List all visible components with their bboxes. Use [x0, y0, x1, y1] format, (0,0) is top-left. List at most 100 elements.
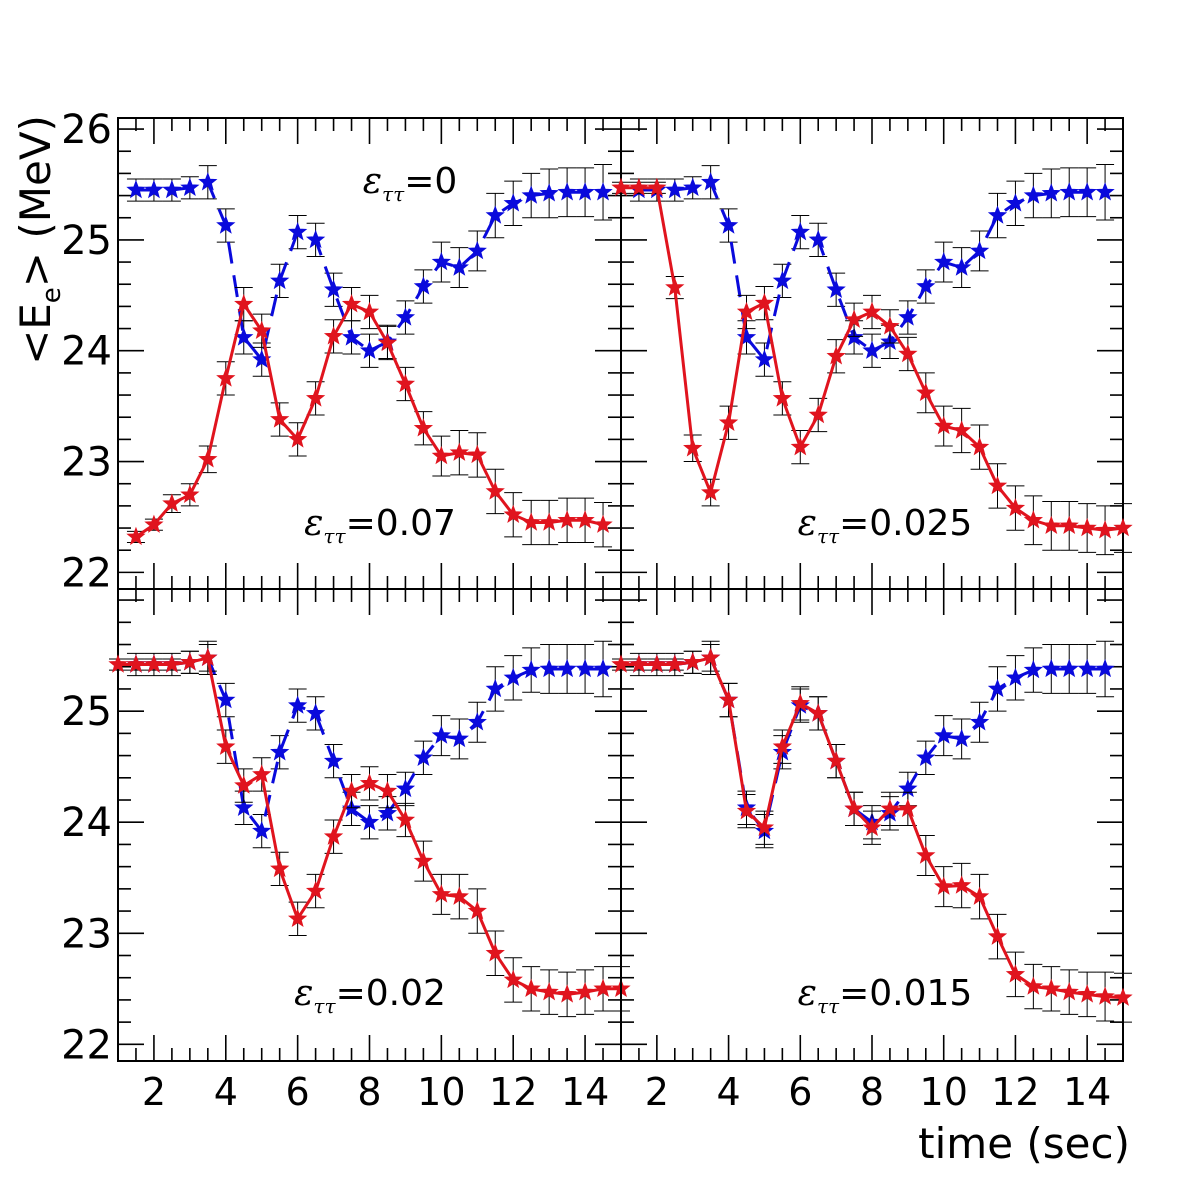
annotation-epsilon: ε	[294, 973, 313, 1014]
annotation-subscript: ττ	[323, 524, 346, 548]
star-marker-red	[323, 326, 344, 345]
star-marker-red	[1023, 510, 1044, 529]
star-marker-red	[718, 412, 739, 431]
annotation-value: =0.015	[839, 973, 972, 1014]
star-marker-red	[377, 780, 398, 800]
star-marker-blue	[252, 820, 272, 840]
star-marker-blue	[288, 222, 308, 241]
star-marker-blue	[593, 182, 613, 201]
star-marker-blue	[1077, 658, 1097, 678]
star-marker-blue	[593, 658, 613, 678]
star-marker-blue	[539, 658, 559, 678]
panel-annotation: εττ=0	[363, 161, 458, 206]
star-marker-red	[1113, 517, 1133, 537]
star-marker-blue	[952, 257, 972, 276]
star-marker-red	[1095, 986, 1115, 1005]
y-tick-label: 23	[61, 911, 112, 957]
star-marker-blue	[1095, 658, 1115, 678]
star-marker-blue	[377, 803, 398, 822]
y-tick-label: 26	[61, 107, 112, 153]
x-tick-label: 4	[716, 1070, 740, 1114]
y-tick-label: 22	[61, 550, 112, 596]
star-marker-red	[449, 886, 469, 905]
series-red	[611, 644, 1133, 1023]
star-marker-blue	[826, 279, 846, 298]
star-marker-red	[1077, 517, 1097, 537]
star-marker-red	[341, 294, 362, 313]
star-marker-red	[557, 510, 577, 529]
star-marker-red	[1041, 515, 1061, 535]
star-marker-blue	[808, 229, 828, 249]
star-marker-red	[1095, 520, 1115, 539]
star-marker-red	[180, 652, 200, 671]
star-marker-blue	[431, 251, 452, 271]
star-marker-red	[395, 373, 416, 393]
star-marker-blue	[916, 276, 936, 295]
star-marker-blue	[288, 695, 308, 714]
star-marker-blue	[467, 240, 487, 260]
star-marker-red	[629, 654, 649, 673]
star-marker-blue	[341, 327, 362, 346]
star-marker-blue	[736, 327, 757, 346]
x-tick-label: 6	[286, 1070, 310, 1114]
star-marker-red	[862, 301, 882, 321]
star-marker-red	[611, 654, 631, 673]
svg-text:<Ee> (MeV): <Ee> (MeV)	[11, 115, 67, 365]
star-marker-blue	[216, 215, 236, 234]
star-marker-red	[754, 292, 775, 312]
star-marker-blue	[305, 229, 326, 249]
star-marker-red	[467, 900, 487, 920]
star-marker-blue	[270, 270, 290, 290]
x-tick-label: 8	[357, 1070, 381, 1114]
annotation-value: =0.02	[336, 973, 446, 1014]
star-marker-red	[359, 301, 380, 321]
star-marker-red	[449, 442, 469, 461]
series-line-blue	[136, 180, 603, 363]
star-marker-red	[539, 982, 559, 1001]
star-marker-blue	[1059, 182, 1079, 201]
star-marker-red	[395, 809, 416, 829]
star-marker-blue	[898, 307, 918, 326]
y-tick-label: 22	[61, 1022, 112, 1068]
star-marker-red	[647, 177, 667, 197]
star-marker-blue	[790, 222, 810, 241]
star-marker-red	[683, 652, 703, 671]
star-marker-red	[736, 800, 757, 820]
star-marker-red	[1023, 976, 1044, 995]
series-red	[126, 287, 613, 548]
star-marker-red	[808, 404, 828, 424]
star-marker-blue	[305, 703, 326, 722]
star-marker-blue	[1041, 658, 1061, 678]
x-tick-label: 2	[645, 1070, 669, 1114]
star-marker-red	[126, 526, 146, 546]
star-marker-blue	[323, 751, 344, 770]
star-marker-red	[665, 277, 685, 296]
star-marker-red	[108, 654, 128, 673]
star-marker-blue	[503, 193, 523, 212]
star-marker-red	[377, 332, 398, 352]
star-marker-blue	[216, 689, 236, 709]
annotation-value: =0.025	[839, 503, 972, 544]
star-marker-blue	[449, 257, 469, 276]
star-marker-red	[305, 880, 326, 900]
x-tick-label: 14	[561, 1070, 609, 1114]
star-marker-blue	[359, 340, 380, 359]
annotation-value: =0.07	[346, 503, 456, 544]
star-marker-blue	[395, 307, 416, 326]
star-marker-red	[305, 388, 326, 407]
annotation-epsilon: ε	[798, 503, 817, 544]
star-marker-red	[216, 368, 236, 387]
star-marker-red	[198, 647, 218, 667]
star-marker-blue	[485, 205, 505, 224]
star-marker-red	[1113, 987, 1133, 1006]
star-marker-red	[790, 437, 810, 456]
star-marker-red	[683, 438, 703, 457]
star-marker-red	[880, 798, 900, 818]
star-marker-blue	[431, 725, 451, 744]
star-marker-red	[1077, 984, 1097, 1003]
star-marker-blue	[575, 182, 595, 201]
x-tick-label: 4	[214, 1070, 238, 1114]
annotation-subscript: ττ	[817, 524, 840, 548]
